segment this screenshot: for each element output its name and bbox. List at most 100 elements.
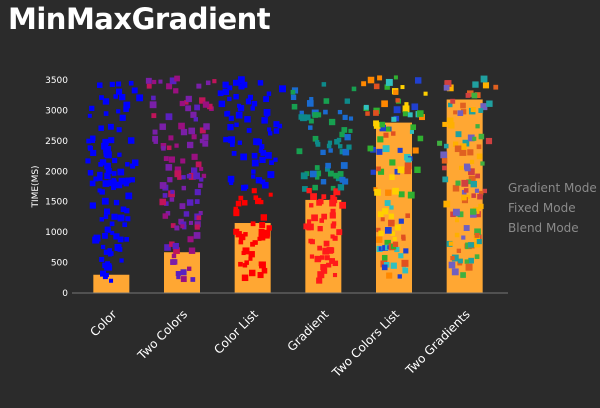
scatter-point — [119, 94, 126, 101]
scatter-point — [247, 94, 254, 100]
scatter-point — [109, 81, 115, 87]
scatter-point — [386, 272, 393, 279]
scatter-point — [163, 156, 169, 162]
scatter-point — [158, 79, 163, 84]
scatter-point — [188, 172, 196, 180]
legend-item-blend-mode[interactable]: Blend Mode — [508, 221, 579, 235]
scatter-point — [267, 131, 273, 136]
scatter-point — [127, 137, 135, 144]
scatter-point — [300, 172, 308, 180]
scatter-point — [161, 146, 166, 151]
scatter-point — [238, 195, 244, 201]
scatter-point — [185, 95, 192, 103]
scatter-point — [174, 225, 180, 231]
scatter-point — [365, 111, 370, 116]
scatter-point — [325, 162, 331, 169]
scatter-point — [251, 152, 258, 159]
scatter-point — [170, 189, 175, 194]
scatter-point — [205, 80, 211, 86]
scatter-point — [159, 123, 166, 130]
scatter-point — [315, 175, 320, 180]
scatter-point — [339, 149, 345, 155]
scatter-point — [441, 158, 448, 164]
scatter-point — [322, 247, 330, 255]
scatter-point — [393, 106, 401, 114]
scatter-point — [470, 159, 475, 164]
scatter-point — [233, 93, 239, 100]
scatter-point — [202, 134, 209, 141]
scatter-point — [102, 262, 108, 269]
scatter-point — [181, 175, 186, 180]
scatter-point — [172, 244, 177, 249]
scatter-point — [99, 159, 107, 166]
scatter-point — [257, 272, 264, 279]
scatter-point — [314, 165, 320, 170]
scatter-point — [377, 136, 384, 143]
scatter-point — [125, 162, 130, 167]
scatter-point — [442, 165, 447, 171]
scatter-point — [330, 194, 336, 201]
scatter-point — [374, 189, 381, 196]
scatter-point — [446, 84, 454, 92]
scatter-point — [263, 96, 270, 103]
scatter-point — [390, 231, 396, 236]
scatter-point — [149, 101, 157, 109]
scatter-point — [258, 233, 266, 241]
legend: Gradient Mode Fixed Mode Blend Mode — [508, 178, 597, 238]
scatter-point — [244, 116, 251, 123]
scatter-point — [257, 236, 262, 241]
scatter-point — [259, 156, 266, 163]
scatter-point — [124, 237, 130, 242]
scatter-point — [123, 101, 131, 109]
scatter-point — [392, 187, 399, 195]
scatter-point — [103, 249, 110, 255]
scatter-point — [404, 153, 411, 161]
scatter-point — [475, 173, 481, 179]
scatter-point — [442, 176, 449, 183]
scatter-point — [384, 200, 391, 207]
scatter-point — [99, 217, 105, 222]
scatter-point — [168, 156, 176, 163]
scatter-point — [171, 259, 178, 265]
scatter-point — [98, 125, 104, 131]
scatter-point — [232, 79, 239, 86]
scatter-point — [174, 166, 182, 173]
scatter-point — [323, 240, 330, 247]
scatter-point — [404, 102, 409, 107]
scatter-point — [437, 140, 443, 146]
scatter-point — [242, 263, 248, 268]
scatter-point — [227, 85, 233, 91]
scatter-point — [89, 180, 96, 187]
scatter-point — [320, 264, 327, 271]
legend-item-gradient-mode[interactable]: Gradient Mode — [508, 181, 597, 195]
scatter-point — [325, 166, 330, 172]
scatter-point — [302, 186, 308, 192]
scatter-point — [223, 136, 229, 143]
scatter-point — [384, 84, 390, 90]
scatter-point — [455, 131, 462, 138]
scatter-point — [251, 159, 259, 167]
scatter-point — [111, 213, 118, 220]
scatter-point — [202, 101, 210, 108]
scatter-point — [478, 108, 484, 113]
scatter-point — [246, 128, 252, 133]
scatter-point — [468, 175, 476, 183]
legend-item-fixed-mode[interactable]: Fixed Mode — [508, 201, 576, 215]
scatter-point — [389, 174, 395, 180]
scatter-point — [327, 170, 334, 177]
scatter-point — [323, 109, 328, 115]
scatter-point — [255, 177, 263, 184]
scatter-point — [165, 113, 173, 121]
scatter-point — [235, 111, 243, 119]
scatter-point — [451, 254, 459, 262]
scatter-point — [478, 190, 484, 196]
scatter-point — [337, 184, 345, 191]
scatter-point — [452, 208, 460, 216]
scatter-point — [296, 148, 303, 155]
scatter-point — [317, 245, 323, 251]
scatter-point — [402, 105, 410, 113]
scatter-point — [102, 274, 108, 280]
scatter-point — [165, 211, 171, 216]
scatter-point — [259, 144, 265, 150]
